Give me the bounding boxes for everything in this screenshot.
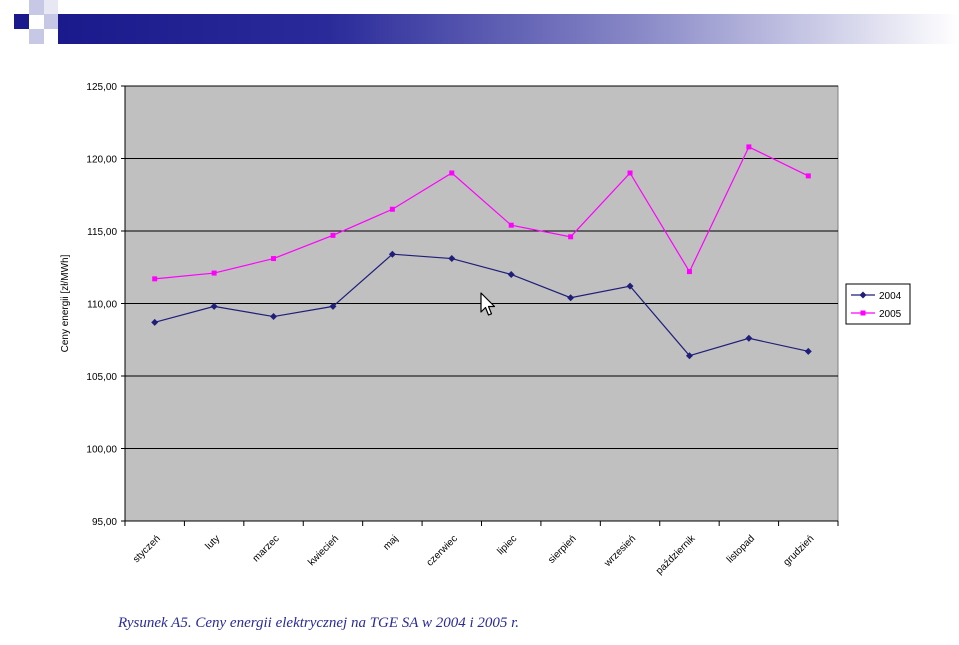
data-point-2004 (859, 291, 867, 299)
data-point-2004 (507, 271, 515, 278)
data-point-2004 (210, 302, 218, 310)
data-point-2004 (270, 313, 278, 321)
x-tick-label: kwiecień (306, 533, 341, 568)
y-tick-label: 100,00 (86, 445, 117, 456)
data-point-2005 (389, 206, 395, 212)
data-point-2004 (448, 255, 456, 263)
data-point-2004 (685, 352, 693, 360)
series-line-2004 (154, 253, 809, 357)
series-line-2005 (154, 146, 809, 280)
x-tick-label: luty (203, 533, 222, 552)
legend-label-2004: 2004 (879, 291, 902, 302)
x-tick-label: listopad (725, 533, 757, 565)
deco-square (29, 0, 44, 15)
data-point-2005 (449, 170, 455, 176)
y-tick-label: 125,00 (86, 82, 117, 93)
mouse-cursor-icon (480, 292, 496, 316)
x-tick-label: styczeń (131, 533, 163, 565)
y-tick-label: 105,00 (86, 372, 117, 383)
deco-square (14, 14, 29, 29)
data-point-2005 (686, 269, 692, 275)
x-tick-label: grudzień (782, 533, 817, 568)
legend-label-2005: 2005 (879, 309, 902, 320)
data-point-2005 (746, 144, 752, 150)
x-tick-label: wrzesień (602, 533, 638, 569)
data-point-2004 (151, 318, 159, 326)
y-tick-label: 110,00 (87, 300, 117, 311)
deco-square (44, 14, 58, 29)
x-tick-label: marzec (251, 533, 282, 564)
data-point-2004 (626, 282, 634, 290)
header-bar (58, 14, 959, 44)
x-tick-label: lipiec (495, 533, 519, 557)
data-point-2004 (567, 294, 575, 302)
data-point-2004 (804, 347, 812, 355)
y-tick-label: 115,00 (87, 227, 117, 238)
x-tick-label: maj (381, 533, 400, 552)
x-tick-label: sierpień (546, 533, 579, 566)
deco-square (44, 0, 58, 14)
y-tick-label: 120,00 (86, 155, 117, 166)
data-point-2005 (627, 170, 633, 176)
data-point-2005 (805, 173, 811, 179)
x-tick-label: czerwiec (425, 533, 460, 568)
data-point-2004 (388, 250, 396, 258)
y-tick-label: 95,00 (92, 517, 117, 528)
data-point-2005 (330, 232, 336, 238)
y-axis-label: Ceny energii [zł/MWh] (60, 254, 71, 352)
data-point-2005 (271, 256, 277, 262)
data-point-2005 (568, 234, 574, 240)
data-point-2004 (745, 334, 753, 342)
deco-square (29, 29, 44, 44)
data-point-2005 (152, 276, 158, 282)
data-point-2005 (508, 222, 514, 228)
data-point-2004 (329, 302, 337, 310)
data-point-2005 (211, 270, 217, 276)
legend-box (845, 283, 911, 325)
figure-caption: Rysunek A5. Ceny energii elektrycznej na… (118, 615, 520, 631)
x-tick-label: październik (654, 533, 698, 577)
data-point-2005 (860, 310, 866, 316)
